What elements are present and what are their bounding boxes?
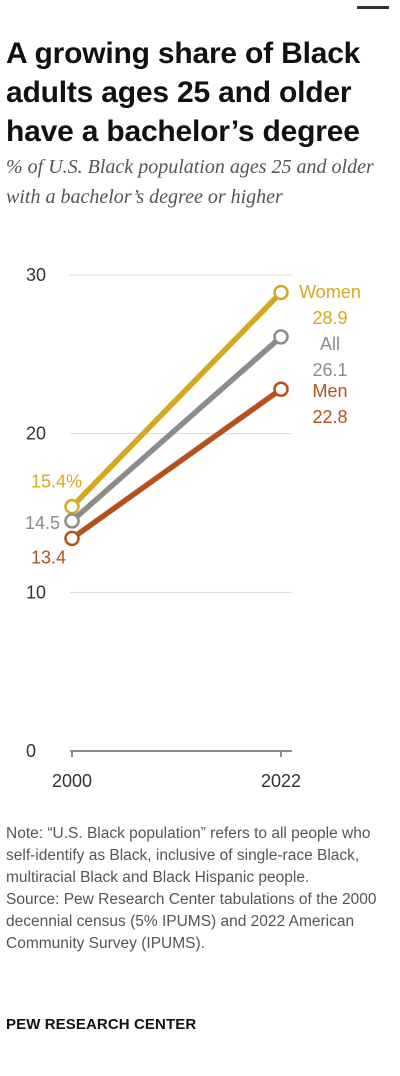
series (64, 284, 289, 547)
point-men-2022 (273, 381, 289, 397)
point-women-2022 (273, 284, 289, 301)
start-label-all: 14.5 (25, 513, 60, 533)
start-label-men: 13.4 (31, 547, 66, 567)
series-line-men (69, 386, 284, 542)
point-all-2000 (64, 513, 80, 529)
gridlines (70, 274, 292, 593)
line-chart: 0 10 20 30 2000 2022 15.4% Women 28.9 14.5 All 26.… (25, 265, 361, 791)
series-name-all: All (320, 334, 340, 354)
point-men-2000 (64, 530, 80, 547)
x-tick-label-2022: 2022 (261, 771, 301, 791)
point-women-2000 (64, 498, 80, 515)
series-name-women: Women (299, 282, 361, 302)
note-text: Note: “U.S. Black population” refers to … (6, 825, 371, 886)
source-text: Source: Pew Research Center tabulations … (6, 891, 377, 952)
series-name-men: Men (312, 381, 347, 401)
series-line-women (69, 289, 284, 510)
point-all-2022 (273, 329, 289, 345)
y-tick-label-30: 30 (26, 265, 46, 285)
axes: 0 10 20 30 2000 2022 (26, 265, 301, 791)
chart-subtitle: % of U.S. Black population ages 25 and o… (6, 156, 374, 208)
y-tick-label-10: 10 (26, 582, 46, 602)
y-tick-label-0: 0 (26, 741, 36, 761)
end-label-men: 22.8 (312, 407, 347, 427)
data-labels: 15.4% Women 28.9 14.5 All 26.1 13.4 Men 22.8 (25, 282, 361, 567)
start-label-women: 15.4% (31, 472, 82, 492)
end-label-women: 28.9 (312, 308, 347, 328)
end-label-all: 26.1 (312, 360, 347, 380)
pew-research-center-logo: PEW RESEARCH CENTER (6, 1016, 197, 1033)
series-line-all (69, 334, 284, 524)
chart-title: A growing share of Black adults ages 25 … (6, 37, 361, 148)
top-rule (357, 6, 389, 9)
x-tick-label-2000: 2000 (52, 771, 92, 791)
y-tick-label-20: 20 (26, 424, 46, 444)
notes: Note: “U.S. Black population” refers to … (6, 823, 398, 955)
